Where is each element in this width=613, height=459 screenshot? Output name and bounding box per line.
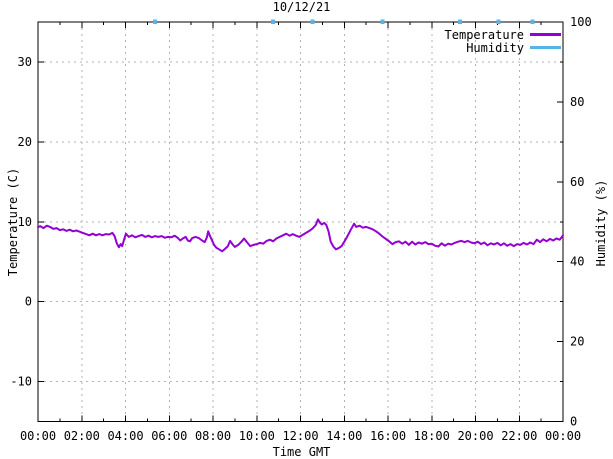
svg-text:100: 100 [570, 15, 592, 29]
x-axis-title: Time GMT [272, 445, 331, 459]
svg-text:0: 0 [570, 415, 577, 429]
svg-text:02:00: 02:00 [64, 429, 100, 443]
svg-text:80: 80 [570, 95, 584, 109]
svg-text:00:00: 00:00 [545, 429, 581, 443]
svg-text:18:00: 18:00 [414, 429, 450, 443]
svg-text:60: 60 [570, 175, 584, 189]
legend-line-sample-temperature [530, 33, 561, 36]
legend-item-humidity: Humidity [445, 40, 561, 55]
legend-label-humidity: Humidity [466, 40, 524, 55]
svg-text:-10: -10 [10, 375, 32, 389]
svg-text:08:00: 08:00 [195, 429, 231, 443]
grid-lines [38, 22, 563, 422]
svg-text:40: 40 [570, 255, 584, 269]
humidity-series [153, 19, 535, 24]
plot-border [37, 21, 564, 422]
svg-text:16:00: 16:00 [370, 429, 406, 443]
svg-text:10:00: 10:00 [239, 429, 275, 443]
svg-text:14:00: 14:00 [326, 429, 362, 443]
legend-item-temperature: Temperature [444, 27, 561, 42]
svg-text:20:00: 20:00 [457, 429, 493, 443]
svg-text:20: 20 [18, 135, 32, 149]
svg-text:0: 0 [25, 295, 32, 309]
legend-line-sample-humidity [530, 46, 561, 49]
svg-text:20: 20 [570, 335, 584, 349]
legend-label-temperature: Temperature [444, 27, 524, 42]
tick-labels: 00:00 02:00 04:00 06:00 08:00 10:00 12:00 14:00… [10, 15, 591, 443]
svg-text:30: 30 [18, 55, 32, 69]
chart-title: 10/12/21 [272, 0, 331, 14]
svg-text:12:00: 12:00 [282, 429, 318, 443]
svg-text:22:00: 22:00 [501, 429, 537, 443]
svg-text:00:00: 00:00 [20, 429, 56, 443]
svg-text:06:00: 06:00 [151, 429, 187, 443]
svg-text:04:00: 04:00 [107, 429, 143, 443]
legend: Temperature Humidity [444, 27, 561, 55]
temperature-series-line [37, 218, 564, 253]
svg-text:10: 10 [18, 215, 32, 229]
